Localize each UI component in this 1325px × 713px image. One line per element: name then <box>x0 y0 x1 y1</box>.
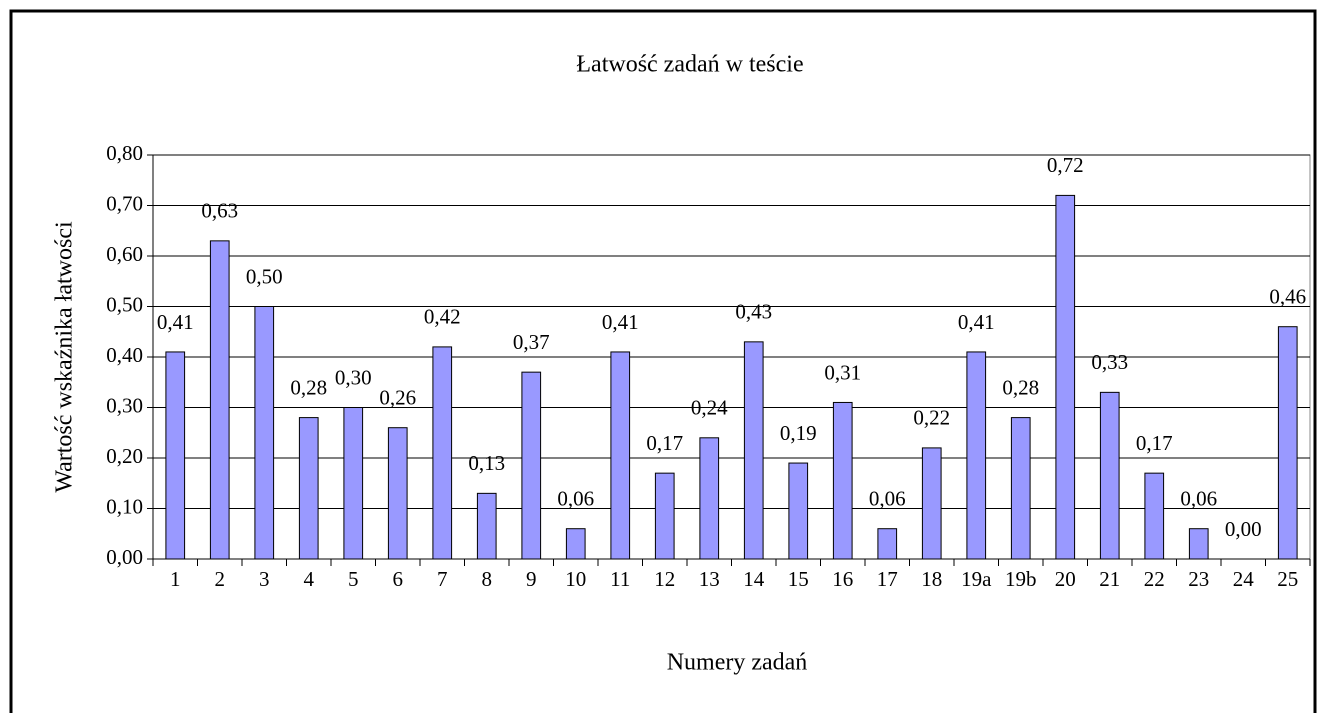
data-label: 0,37 <box>513 330 550 354</box>
bar <box>521 371 542 560</box>
x-tick-label: 11 <box>610 567 630 591</box>
data-label: 0,17 <box>1136 431 1173 455</box>
bar <box>966 351 987 560</box>
bar <box>254 306 275 560</box>
data-label: 0,50 <box>246 264 283 288</box>
bar <box>921 447 942 560</box>
x-tick-label: 18 <box>921 567 942 591</box>
data-label: 0,13 <box>468 451 505 475</box>
x-tick-label: 15 <box>788 567 809 591</box>
bar <box>298 417 319 560</box>
x-tick-label: 22 <box>1144 567 1165 591</box>
y-tick-label: 0,60 <box>106 242 143 266</box>
data-label: 0,26 <box>379 386 416 410</box>
bar <box>209 240 230 560</box>
data-label: 0,00 <box>1225 517 1262 541</box>
x-tick-label: 20 <box>1055 567 1076 591</box>
bar <box>476 492 497 560</box>
y-tick-label: 0,20 <box>106 444 143 468</box>
y-tick-label: 0,40 <box>106 343 143 367</box>
y-tick-label: 0,30 <box>106 393 143 417</box>
x-tick-label: 19a <box>961 567 992 591</box>
data-label: 0,46 <box>1269 285 1306 309</box>
bar <box>654 472 675 560</box>
x-tick-label: 7 <box>437 567 448 591</box>
data-label: 0,31 <box>824 360 861 384</box>
x-tick-label: 24 <box>1233 567 1255 591</box>
x-tick-label: 21 <box>1099 567 1120 591</box>
x-tick-label: 23 <box>1188 567 1209 591</box>
x-tick-label: 8 <box>482 567 493 591</box>
x-tick-label: 9 <box>526 567 537 591</box>
data-label: 0,33 <box>1091 350 1128 374</box>
y-tick-label: 0,80 <box>106 141 143 165</box>
chart-title: Łatwość zadań w teście <box>576 52 803 78</box>
x-tick-label: 6 <box>393 567 404 591</box>
y-tick-label: 0,70 <box>106 191 143 215</box>
bar <box>1144 472 1165 560</box>
bar <box>743 341 764 560</box>
x-tick-label: 10 <box>565 567 586 591</box>
bar <box>343 407 364 560</box>
data-label: 0,30 <box>335 365 372 389</box>
x-tick-label: 13 <box>699 567 720 591</box>
bar <box>165 351 186 560</box>
data-label: 0,06 <box>869 487 906 511</box>
bar <box>788 462 809 560</box>
y-tick-label: 0,00 <box>106 545 143 569</box>
bar <box>610 351 631 560</box>
data-label: 0,06 <box>557 487 594 511</box>
x-tick-label: 25 <box>1277 567 1298 591</box>
bar <box>1055 194 1076 560</box>
x-tick-label: 1 <box>170 567 181 591</box>
data-label: 0,28 <box>290 375 327 399</box>
bar <box>877 528 898 560</box>
y-tick-label: 0,10 <box>106 494 143 518</box>
x-tick-label: 5 <box>348 567 359 591</box>
y-axis-label: Wartość wskaźnika łatwości <box>52 221 78 493</box>
bar <box>699 437 720 560</box>
data-label: 0,41 <box>958 310 995 334</box>
data-label: 0,06 <box>1180 487 1217 511</box>
bar <box>387 427 408 560</box>
bar <box>1188 528 1209 560</box>
bar <box>1099 391 1120 560</box>
data-label: 0,17 <box>646 431 683 455</box>
data-label: 0,41 <box>602 310 639 334</box>
x-tick-label: 19b <box>1005 567 1037 591</box>
bar <box>1010 417 1031 560</box>
bar <box>565 528 586 560</box>
data-label: 0,43 <box>735 300 772 324</box>
data-label: 0,22 <box>913 406 950 430</box>
chart-frame <box>9 9 1317 713</box>
data-label: 0,28 <box>1002 375 1039 399</box>
x-tick-label: 2 <box>215 567 226 591</box>
bar <box>832 401 853 560</box>
data-label: 0,19 <box>780 421 817 445</box>
data-label: 0,42 <box>424 305 461 329</box>
x-tick-label: 14 <box>743 567 765 591</box>
x-tick-label: 12 <box>654 567 675 591</box>
data-label: 0,63 <box>201 199 238 223</box>
data-label: 0,41 <box>157 310 194 334</box>
bar <box>432 346 453 560</box>
bar <box>1277 326 1298 560</box>
data-label: 0,24 <box>691 396 728 420</box>
x-tick-label: 16 <box>832 567 853 591</box>
x-tick-label: 3 <box>259 567 270 591</box>
data-label: 0,72 <box>1047 153 1084 177</box>
x-tick-label: 17 <box>877 567 898 591</box>
y-tick-label: 0,50 <box>106 292 143 316</box>
x-tick-label: 4 <box>304 567 315 591</box>
x-axis-label: Numery zadań <box>667 650 808 676</box>
